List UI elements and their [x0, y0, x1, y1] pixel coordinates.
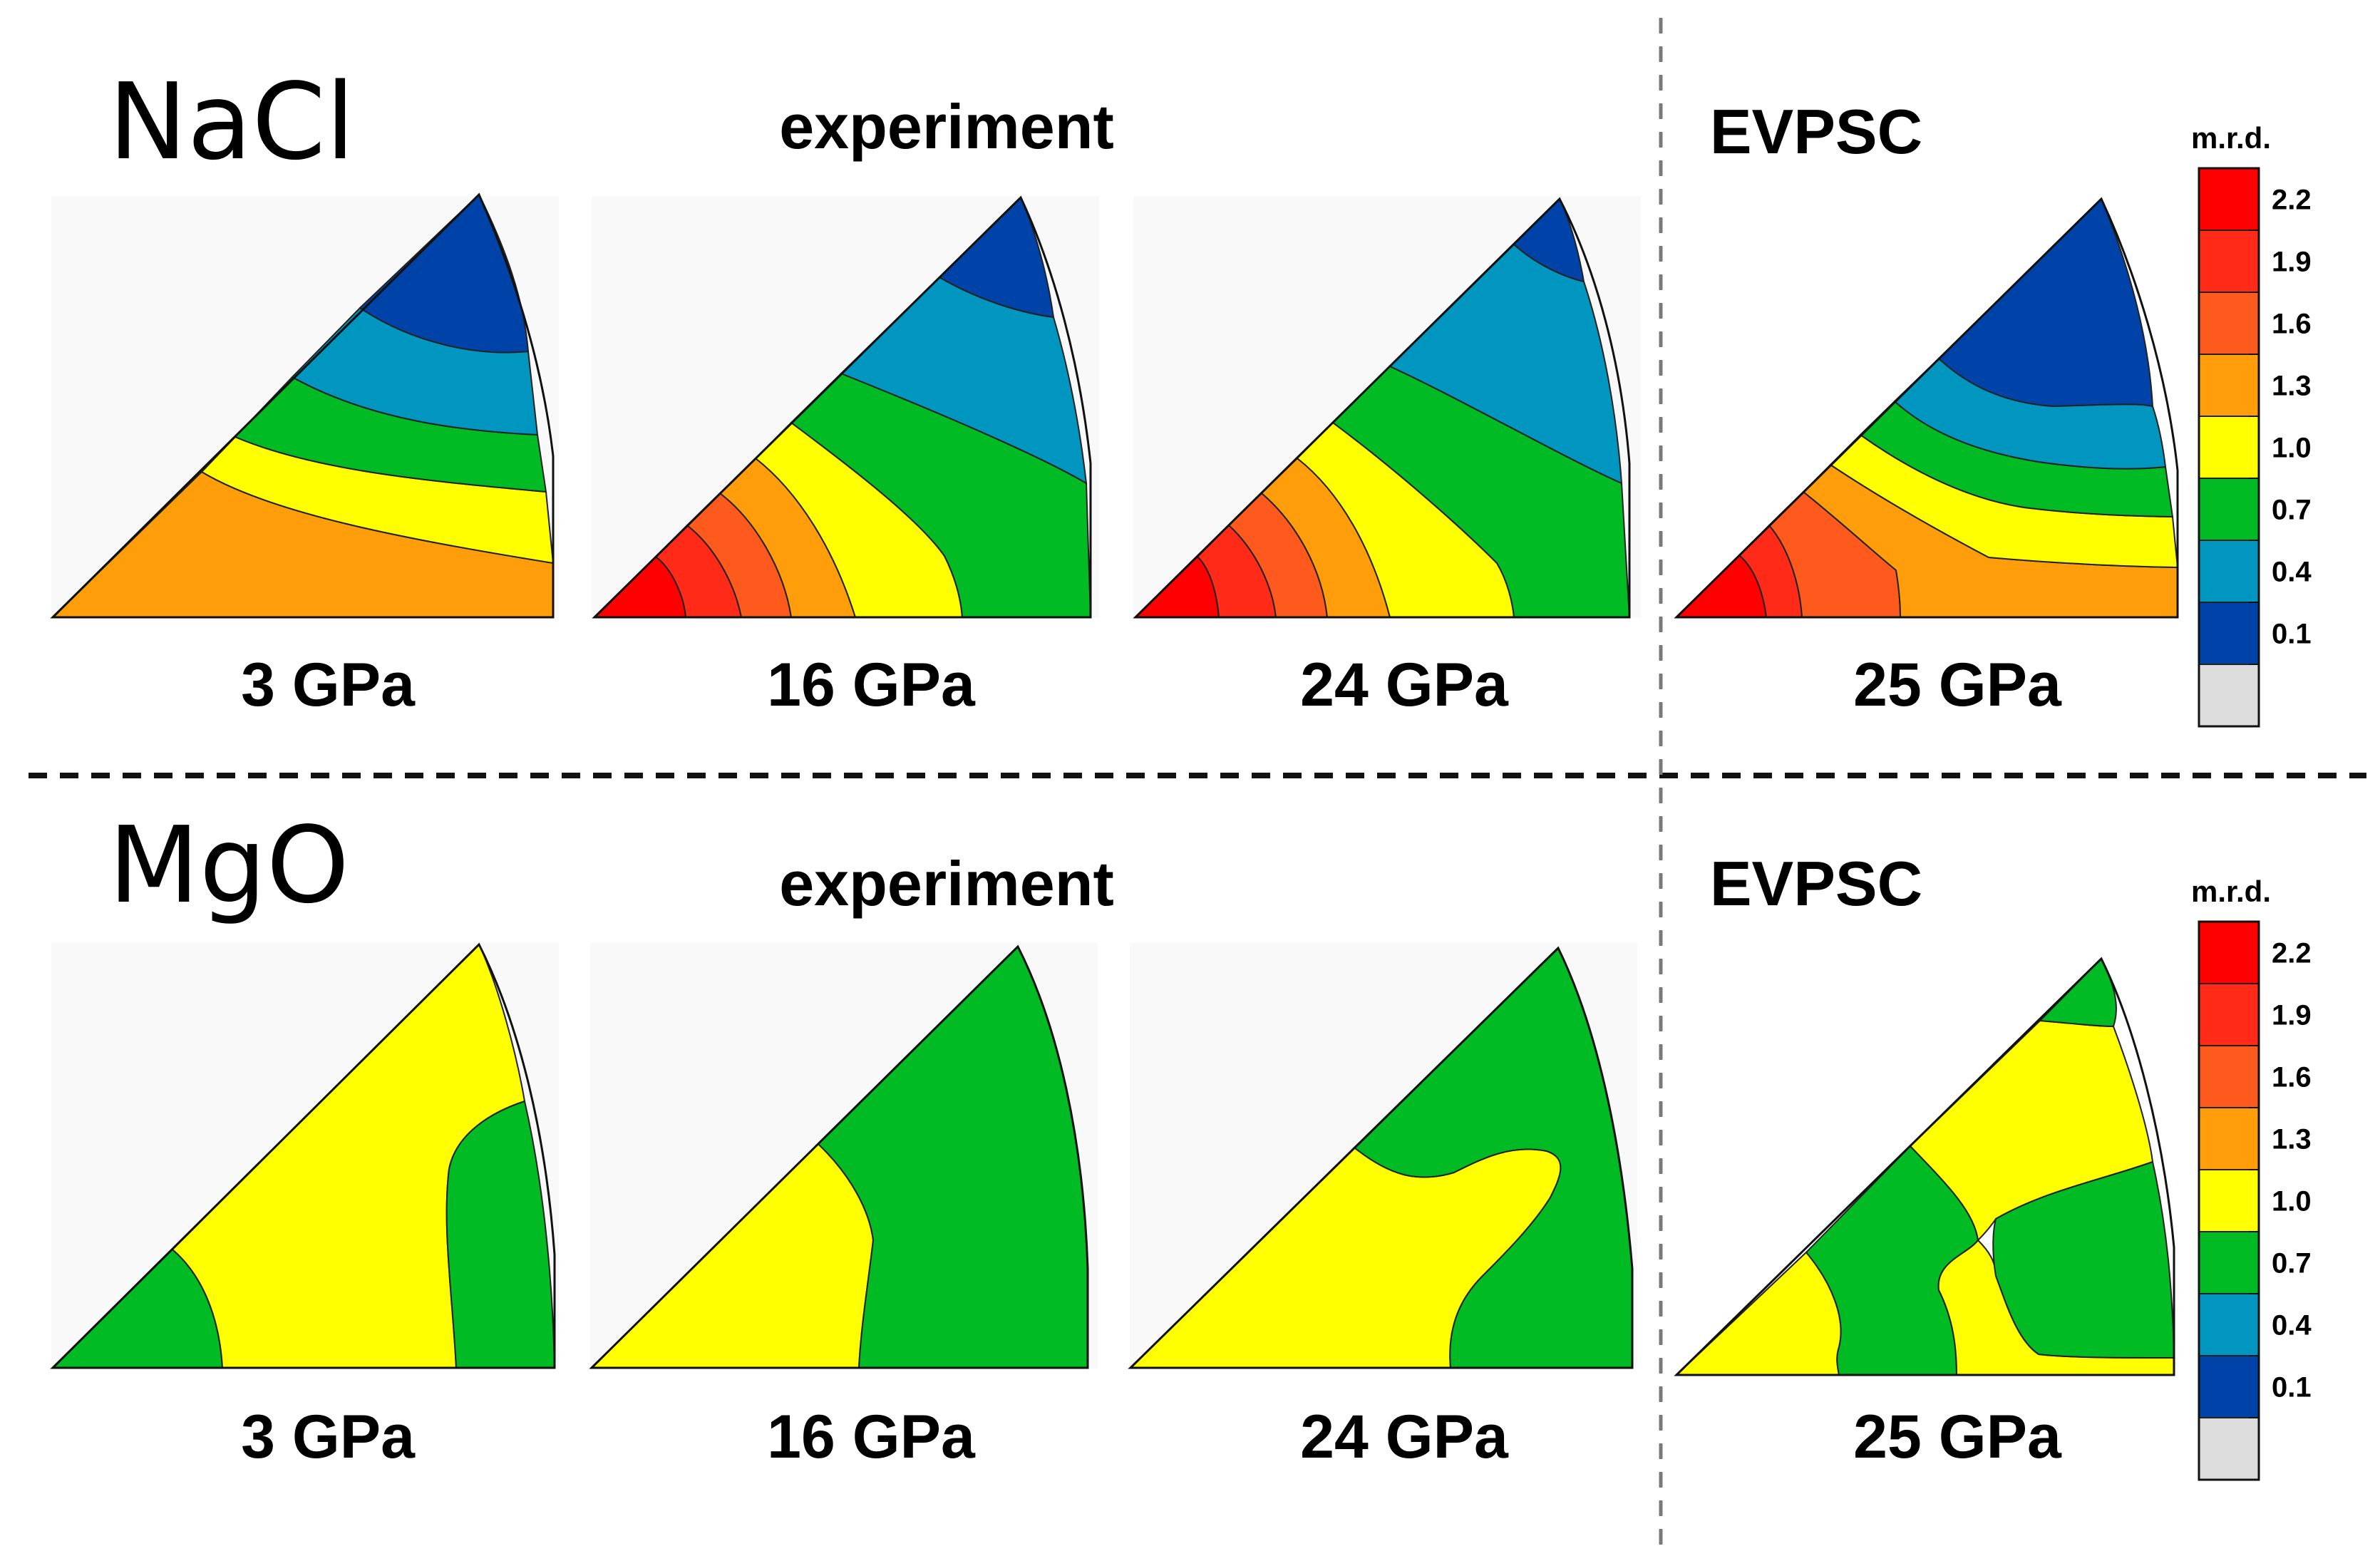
- colorbar-tick-label: 0.1: [2272, 619, 2312, 650]
- pressure-label: 16 GPa: [767, 651, 976, 719]
- colorbar-tick-label: 1.9: [2272, 1000, 2312, 1031]
- ipf-mgo-16gpa: [589, 942, 1098, 1369]
- evpsc-header: EVPSC: [1710, 96, 1922, 167]
- colorbar-tick-label: 1.3: [2272, 1124, 2312, 1155]
- colorbar-swatch: [2198, 230, 2260, 293]
- pressure-label: 24 GPa: [1300, 1403, 1509, 1471]
- colorbar: m.r.d. 2.2 1.9 1.6 1.3 1.0 0.7 0.4 0.1: [2191, 875, 2312, 1481]
- colorbar-swatch: [2198, 664, 2260, 727]
- evpsc-header: EVPSC: [1710, 848, 1922, 919]
- colorbar-swatch: [2198, 1417, 2260, 1480]
- ipf-outline: [589, 944, 1089, 1369]
- contour-0.7: [445, 1100, 556, 1369]
- ipf-mgo-25gpa-evpsc: [1674, 957, 2175, 1376]
- colorbar-frame: [2198, 167, 2260, 728]
- ipf-outline: [592, 195, 1092, 619]
- ipf-outline: [1674, 197, 2179, 619]
- colorbar-tick-label: 0.4: [2272, 557, 2312, 588]
- colorbar-swatch: [2198, 416, 2260, 479]
- colorbar-swatch: [2198, 983, 2260, 1046]
- colorbar-swatch: [2198, 602, 2260, 665]
- colorbar-swatch: [2198, 292, 2260, 355]
- contour-0.1: [359, 193, 530, 354]
- colorbar: m.r.d. 2.2 1.9 1.6 1.3 1.0 0.7 0.4 0.1: [2191, 121, 2312, 728]
- ipf-outline: [50, 192, 555, 619]
- colorbar-tick-label: 1.0: [2272, 433, 2312, 464]
- colorbar-swatch: [2198, 1231, 2260, 1294]
- colorbar-swatch: [2198, 354, 2260, 417]
- ipf-nacl-25gpa-evpsc: [1674, 197, 2179, 619]
- colorbar-tick-label: 1.3: [2272, 371, 2312, 402]
- contour-1.0: [1674, 1251, 1842, 1376]
- contour-0.1: [938, 196, 1055, 319]
- experiment-header: experiment: [779, 848, 1114, 919]
- colorbar-swatch: [2198, 1107, 2260, 1170]
- contour-0.7: [2038, 957, 2117, 1028]
- contour-0.1: [1513, 197, 1585, 283]
- pressure-label: 16 GPa: [767, 1403, 976, 1471]
- sample-label-mgo: MgO: [108, 804, 349, 927]
- pressure-label: 3 GPa: [241, 651, 416, 719]
- colorbar-tick-label: 1.6: [2272, 309, 2312, 340]
- colorbar-swatch: [2198, 921, 2260, 984]
- ipf-outline: [1133, 197, 1631, 619]
- colorbar-title: m.r.d.: [2191, 121, 2271, 155]
- ipf-outline: [1674, 957, 2175, 1376]
- pressure-label: 3 GPa: [241, 1403, 416, 1471]
- contour-0.1: [1937, 197, 2154, 408]
- ipf-nacl-24gpa: [1133, 196, 1641, 619]
- ipf-mgo-24gpa: [1128, 942, 1637, 1369]
- colorbar-swatch: [2198, 540, 2260, 603]
- pressure-label: 25 GPa: [1853, 1403, 2062, 1471]
- ipf-outline: [1128, 946, 1634, 1369]
- sample-label-nacl: NaCl: [108, 61, 355, 183]
- colorbar-tick-label: 2.2: [2272, 938, 2312, 969]
- ipf-mgo-3gpa: [50, 942, 559, 1369]
- colorbar-tick-label: 0.7: [2272, 1248, 2312, 1279]
- ipf-nacl-16gpa: [592, 195, 1099, 619]
- colorbar-swatch: [2198, 1045, 2260, 1108]
- colorbar-frame: [2198, 920, 2260, 1481]
- ipf-nacl-3gpa: [50, 192, 559, 619]
- pressure-label: 25 GPa: [1853, 651, 2062, 719]
- colorbar-swatch: [2198, 1355, 2260, 1418]
- colorbar-tick-label: 1.9: [2272, 247, 2312, 278]
- experiment-header: experiment: [779, 91, 1114, 162]
- colorbar-swatch: [2198, 1293, 2260, 1356]
- colorbar-swatch: [2198, 168, 2260, 231]
- colorbar-tick-label: 0.7: [2272, 495, 2312, 526]
- contour-0.7: [1992, 1160, 2175, 1359]
- colorbar-tick-label: 2.2: [2272, 185, 2312, 216]
- pressure-label: 24 GPa: [1300, 651, 1509, 719]
- colorbar-tick-label: 0.4: [2272, 1310, 2312, 1341]
- ipf-outline: [50, 942, 556, 1369]
- colorbar-swatch: [2198, 478, 2260, 541]
- colorbar-tick-label: 0.1: [2272, 1372, 2312, 1403]
- colorbar-tick-label: 1.6: [2272, 1062, 2312, 1093]
- colorbar-tick-label: 1.0: [2272, 1186, 2312, 1217]
- colorbar-title: m.r.d.: [2191, 875, 2271, 908]
- colorbar-swatch: [2198, 1169, 2260, 1232]
